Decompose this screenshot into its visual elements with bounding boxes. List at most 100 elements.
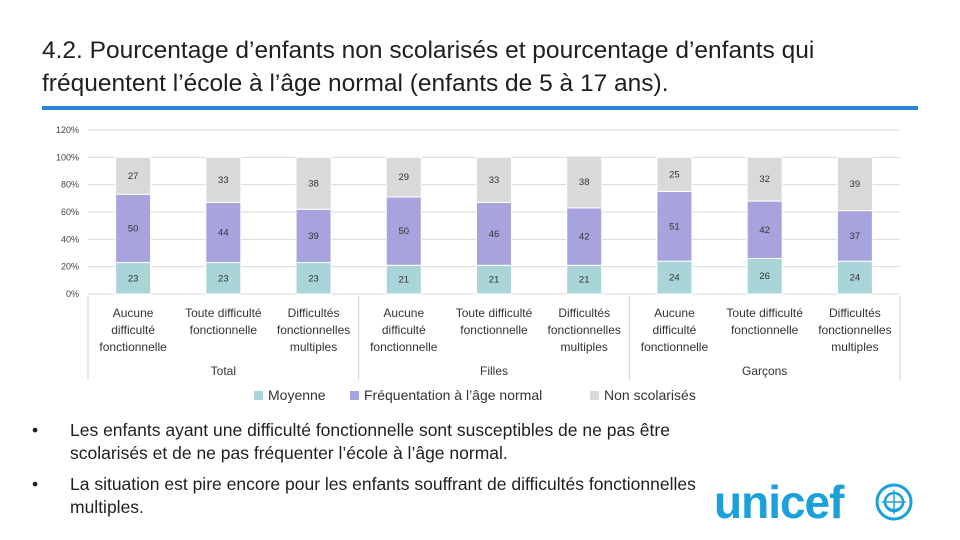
bar-segment [656,191,693,262]
data-label: 21 [579,275,590,286]
bar-segment [205,201,242,264]
category-label: Toute difficulté [726,306,803,320]
bar-segment [746,200,783,259]
y-tick-label: 40% [61,234,79,244]
y-tick-label: 100% [56,152,79,162]
data-label: 21 [398,275,409,286]
legend-swatch [254,391,263,400]
category-label: Aucune [654,306,695,320]
bar-segment [385,156,422,198]
data-label: 21 [489,275,500,286]
bullet-text: Les enfants ayant une difficulté fonctio… [70,420,670,463]
stacked-bar-chart: 0% 20% 40% 60% 80% 100% 120% 23 50 27 Aucune diffic… [56,125,901,403]
category-label: Difficultés [558,306,610,320]
bar-segment [295,208,332,264]
legend-swatch [350,391,359,400]
bar-segment [746,156,783,202]
legend-label: Fréquentation à l’âge normal [364,387,542,403]
bar-segment [566,155,603,209]
bar-segment [295,156,332,210]
data-label: 44 [218,228,229,239]
bar-segment [476,156,512,203]
legend-label: Moyenne [268,387,326,403]
data-label: 46 [489,229,500,240]
category-label: difficulté [653,323,697,337]
y-tick-label: 120% [56,125,79,135]
data-label: 33 [489,175,500,186]
bar-segment [656,260,693,295]
category-label: multiples [831,340,878,354]
bar-segment [566,207,603,266]
unicef-logo: unicef [714,474,914,530]
bar-segment [115,262,152,295]
y-tick-label: 0% [66,289,79,299]
category-label: Difficultés [829,306,881,320]
bullet-list: • Les enfants ayant une difficulté fonct… [28,419,748,527]
data-label: 32 [759,174,770,185]
bar-segment [566,264,603,295]
data-label: 39 [850,179,861,190]
category-label: fonctionnelle [99,340,167,354]
data-label: 42 [579,232,590,243]
data-label: 24 [850,273,861,284]
legend-swatch [590,391,599,400]
bar-segment [476,201,512,266]
data-label: 37 [850,231,861,242]
data-label: 27 [128,171,139,182]
bar-segment [656,156,693,192]
group-label: Garçons [742,364,787,378]
slide-title: 4.2. Pourcentage d’enfants non scolarisé… [42,37,815,97]
y-tick-label: 20% [61,262,79,272]
category-label: Toute difficulté [185,306,262,320]
data-label: 38 [579,177,590,188]
bar-segment [115,156,152,195]
data-label: 51 [669,221,680,232]
data-label: 33 [218,175,229,186]
category-label: fonctionnelles [548,323,621,337]
category-label: fonctionnelle [641,340,709,354]
data-label: 24 [669,273,680,284]
group-label: Total [211,364,236,378]
category-label: Difficultés [288,306,340,320]
bar-segment [205,156,242,203]
category-label: difficulté [111,323,155,337]
bar-segment [295,262,332,295]
category-label: difficulté [382,323,426,337]
logo-wordmark: unicef [714,476,844,528]
y-tick-label: 80% [61,180,79,190]
category-label: fonctionnelle [460,323,528,337]
bullet-item: • Les enfants ayant une difficulté fonct… [28,419,748,465]
bar-segment [476,264,512,295]
bar-segment [836,156,873,212]
unicef-emblem-icon [875,483,913,521]
category-label: multiples [290,340,337,354]
bullet-glyph: • [32,420,39,440]
legend-label: Non scolarisés [604,387,696,403]
data-label: 42 [759,225,770,236]
bullet-text: La situation est pire encore pour les en… [70,474,696,517]
data-label: 38 [308,178,319,189]
category-label: Aucune [113,306,154,320]
category-label: Aucune [383,306,424,320]
data-label: 25 [669,169,680,180]
data-label: 23 [308,273,319,284]
data-label: 50 [128,223,139,234]
category-label: Toute difficulté [456,306,533,320]
data-label: 29 [398,172,409,183]
y-tick-label: 60% [61,207,79,217]
category-label: fonctionnelle [190,323,258,337]
group-label: Filles [480,364,508,378]
category-label: fonctionnelle [370,340,438,354]
data-label: 23 [218,273,229,284]
data-label: 26 [759,271,770,282]
data-label: 39 [308,231,319,242]
bullet-item: • La situation est pire encore pour les … [28,473,748,519]
title-underline [42,106,918,110]
bullet-glyph: • [32,474,39,494]
bar-segment [385,196,422,266]
category-label: multiples [561,340,608,354]
category-label: fonctionnelle [731,323,799,337]
category-label: fonctionnelles [818,323,891,337]
data-label: 50 [398,226,409,237]
category-label: fonctionnelles [277,323,350,337]
